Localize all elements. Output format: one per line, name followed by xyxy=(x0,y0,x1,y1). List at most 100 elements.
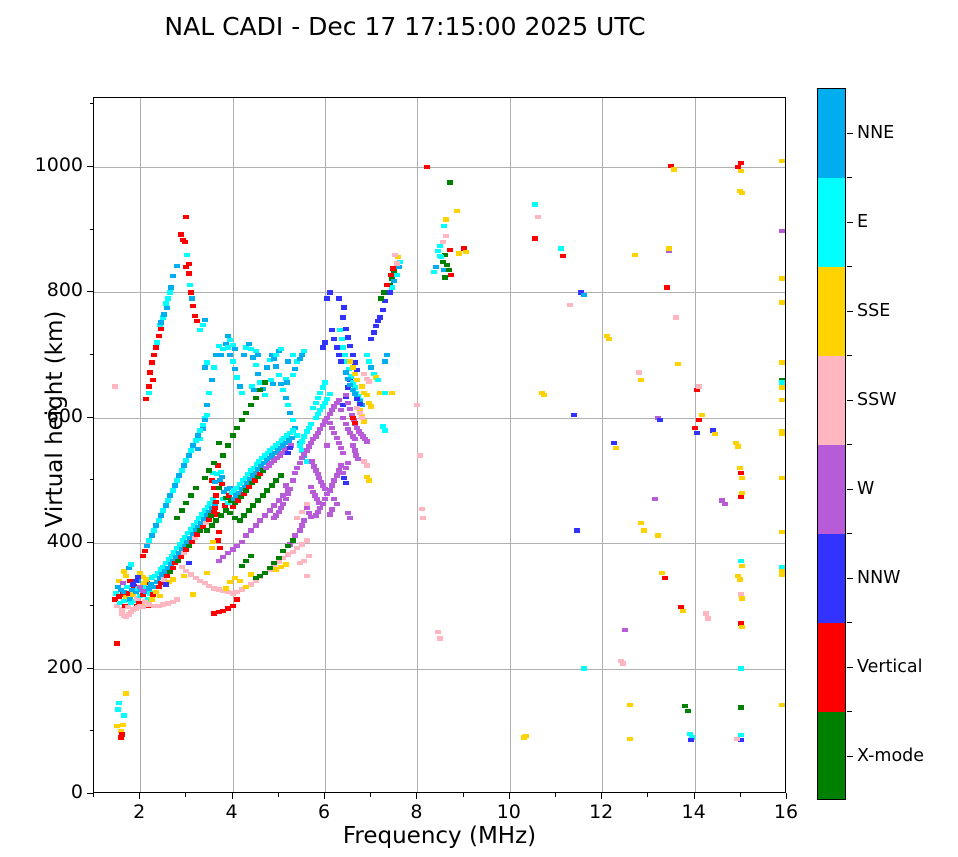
data-point-w xyxy=(314,472,321,477)
data-point-nnw xyxy=(328,327,335,333)
y-tick xyxy=(87,165,93,167)
data-point-nne xyxy=(272,450,279,456)
data-point-nne xyxy=(231,346,238,351)
data-point-e xyxy=(224,345,231,350)
data-point-e xyxy=(261,453,268,458)
data-point-e xyxy=(305,425,312,430)
data-point-e xyxy=(268,377,275,383)
data-point-vertical xyxy=(149,360,156,365)
data-point-e xyxy=(145,390,152,395)
data-point-sse xyxy=(735,444,742,449)
data-point-nne xyxy=(173,554,180,560)
data-point-vertical xyxy=(257,472,264,477)
data-point-w xyxy=(265,463,272,468)
colorbar-segment-sse[interactable] xyxy=(818,267,845,356)
data-point-ssw xyxy=(696,384,703,389)
data-point-vertical xyxy=(737,494,744,499)
data-point-nne xyxy=(274,448,281,453)
data-point-e xyxy=(289,372,296,378)
data-point-e xyxy=(256,459,263,464)
data-point-w xyxy=(328,425,335,430)
y-tick-label: 400 xyxy=(46,530,83,553)
colorbar[interactable] xyxy=(817,88,846,800)
y-tick-minor xyxy=(89,228,93,230)
colorbar-segment-w[interactable] xyxy=(818,445,845,534)
data-point-nne xyxy=(255,467,262,472)
colorbar-segment-e[interactable] xyxy=(818,178,845,267)
data-point-vertical xyxy=(222,503,229,508)
data-point-sse xyxy=(227,579,234,585)
data-point-sse xyxy=(356,408,363,413)
data-point-w xyxy=(340,415,347,420)
data-point-x-mode xyxy=(215,440,222,446)
data-point-ssw xyxy=(234,589,241,595)
data-point-x-mode xyxy=(174,515,181,521)
data-point-vertical xyxy=(668,163,675,168)
data-point-nne xyxy=(264,365,271,370)
data-point-sse xyxy=(204,571,211,576)
colorbar-boundary-tick xyxy=(847,177,852,179)
data-point-e xyxy=(184,252,191,257)
data-point-x-mode xyxy=(259,493,266,498)
data-point-ssw xyxy=(127,609,134,615)
data-point-nne xyxy=(261,460,267,466)
data-point-vertical xyxy=(172,561,179,566)
data-point-w xyxy=(354,425,361,430)
data-point-nne xyxy=(287,410,294,415)
data-point-nne xyxy=(125,566,132,571)
data-point-vertical xyxy=(183,265,190,270)
colorbar-segment-nne[interactable] xyxy=(818,89,845,178)
data-point-e xyxy=(278,346,285,351)
data-point-w xyxy=(331,478,338,483)
data-point-vertical xyxy=(117,735,124,740)
colorbar-segment-ssw[interactable] xyxy=(818,356,845,445)
data-point-vertical xyxy=(157,326,164,331)
data-point-ssw xyxy=(435,630,442,635)
data-point-ssw xyxy=(169,599,176,605)
data-point-nne xyxy=(266,455,273,461)
data-point-nne xyxy=(163,305,170,311)
data-point-e xyxy=(308,421,315,427)
data-point-nnw xyxy=(370,330,377,335)
data-point-e xyxy=(207,500,214,506)
data-point-vertical xyxy=(229,603,236,609)
data-point-nnw xyxy=(341,475,348,481)
data-point-e xyxy=(436,253,443,259)
data-point-w xyxy=(215,558,222,563)
data-point-w xyxy=(276,453,283,458)
x-tick-label: 12 xyxy=(589,801,614,823)
data-point-vertical xyxy=(158,581,165,586)
data-point-sse xyxy=(735,573,742,578)
data-point-w xyxy=(326,512,333,517)
data-point-e xyxy=(178,468,185,473)
data-point-e xyxy=(190,523,197,528)
data-point-vertical xyxy=(215,529,222,535)
data-point-e xyxy=(210,497,217,502)
data-point-nne xyxy=(198,520,205,526)
data-point-vertical xyxy=(447,272,454,277)
data-point-nne xyxy=(221,489,228,494)
data-point-sse xyxy=(169,577,176,582)
data-point-sse xyxy=(779,398,785,403)
data-point-nnw xyxy=(333,345,340,350)
data-point-e xyxy=(164,498,171,503)
data-point-vertical xyxy=(163,573,170,578)
data-point-nne xyxy=(347,382,354,388)
data-point-x-mode xyxy=(223,495,230,501)
gridline-vertical xyxy=(694,98,696,792)
data-point-vertical xyxy=(205,517,212,522)
data-point-e xyxy=(252,362,259,368)
data-point-vertical xyxy=(111,597,118,602)
plot-area[interactable] xyxy=(93,97,786,793)
data-point-e xyxy=(310,405,317,410)
data-point-nne xyxy=(231,366,238,372)
data-point-vertical xyxy=(193,319,200,324)
data-point-sse xyxy=(282,562,289,567)
colorbar-segment-vertical[interactable] xyxy=(818,623,845,712)
colorbar-segment-x-mode[interactable] xyxy=(818,712,845,799)
data-point-e xyxy=(188,527,195,532)
colorbar-segment-nnw[interactable] xyxy=(818,534,845,623)
colorbar-tick xyxy=(847,221,853,223)
data-point-e xyxy=(213,472,220,477)
data-point-e xyxy=(121,598,128,604)
